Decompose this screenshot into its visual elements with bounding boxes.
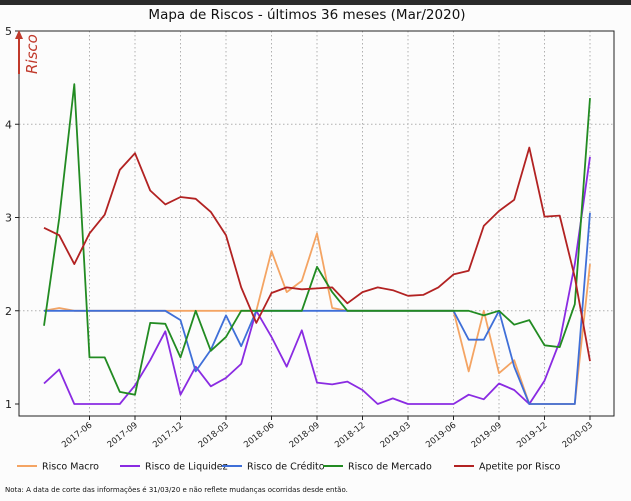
grid <box>19 31 614 416</box>
y-axis-arrow-head <box>15 30 23 39</box>
x-tick-label: 2017-12 <box>151 420 185 450</box>
footnote: Nota: A data de corte das informações é … <box>5 486 348 494</box>
chart-title: Mapa de Riscos - últimos 36 meses (Mar/2… <box>148 7 465 23</box>
y-tick-label: 5 <box>5 25 12 38</box>
y-axis-ticks: 1 2 3 4 5 <box>5 25 19 411</box>
y-tick-label: 1 <box>5 398 12 411</box>
legend-label: Risco de Crédito <box>247 462 325 473</box>
x-tick-label: 2020-03 <box>561 420 595 450</box>
x-tick-label: 2019-12 <box>515 420 549 450</box>
series-lines <box>43 83 591 405</box>
plot-frame <box>18 30 615 417</box>
legend-label: Risco Macro <box>42 462 99 473</box>
y-tick-label: 2 <box>5 305 12 318</box>
series-line-4 <box>43 83 591 396</box>
y-tick-label: 3 <box>5 212 12 225</box>
x-tick-label: 2018-03 <box>197 420 231 450</box>
series-line-2 <box>43 156 591 405</box>
x-tick-label: 2018-12 <box>333 420 367 450</box>
series-line-5 <box>43 146 591 362</box>
x-tick-label: 2018-09 <box>288 420 322 450</box>
x-axis-ticks: 2017-06 2017-09 2017-12 2018-03 2018-06 2018-… <box>60 416 595 450</box>
x-tick-label: 2019-03 <box>379 420 413 450</box>
x-tick-label: 2019-06 <box>424 420 458 450</box>
legend-label: Risco de Liquidez <box>145 462 228 473</box>
x-tick-label: 2018-06 <box>242 420 276 450</box>
legend: Risco Macro Risco de Liquidez Risco de Cré… <box>17 462 561 473</box>
window-top-bar <box>0 0 631 5</box>
x-tick-label: 2019-09 <box>470 420 504 450</box>
y-axis-label: Risco <box>15 30 41 74</box>
y-tick-label: 4 <box>5 118 12 131</box>
x-tick-label: 2017-09 <box>106 420 140 450</box>
legend-label: Apetite por Risco <box>479 462 561 473</box>
x-tick-label: 2017-06 <box>60 420 94 450</box>
y-axis-title: Risco <box>23 34 41 74</box>
legend-label: Risco de Mercado <box>348 462 432 473</box>
